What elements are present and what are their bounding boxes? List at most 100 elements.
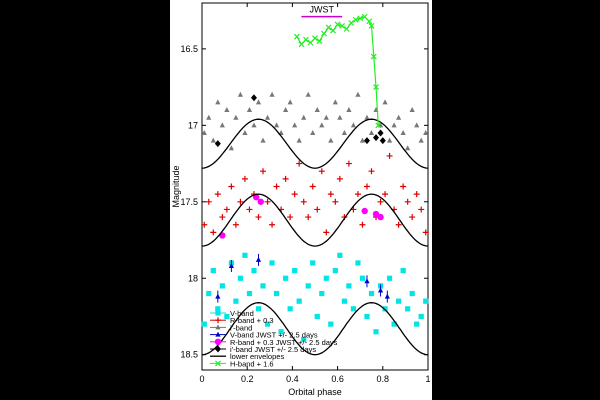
series-0-point	[332, 268, 338, 274]
series-0-point	[364, 313, 370, 320]
series-7-point	[370, 53, 377, 60]
series-7-point	[330, 27, 337, 34]
series-0-point	[278, 329, 284, 335]
x-tick-label: 1	[425, 374, 430, 384]
series-2-point	[359, 137, 366, 143]
series-2-point	[346, 107, 352, 113]
series-0-point	[269, 260, 275, 266]
series-7-point	[343, 26, 350, 32]
series-5-point	[377, 129, 384, 137]
series-0-point	[233, 298, 239, 304]
series-1-point	[269, 221, 276, 228]
series-7-point	[339, 23, 346, 29]
series-0-point	[423, 298, 429, 304]
series-0-point	[206, 290, 212, 297]
series-1-point	[255, 214, 262, 221]
legend-entry-label: V-band JWST +/- 2.5 days	[230, 331, 318, 340]
series-1-point	[422, 229, 429, 236]
series-7-point	[307, 39, 314, 46]
y-tick-label: 16.5	[180, 44, 198, 54]
series-1-point	[327, 191, 334, 198]
legend-swatch-marker	[215, 345, 221, 353]
series-0-point	[310, 260, 316, 266]
series-7-point	[357, 15, 364, 22]
series-0-point	[287, 306, 293, 312]
series-1-point	[418, 206, 425, 213]
series-2-point	[350, 122, 357, 128]
series-0-point	[201, 321, 207, 327]
series-2-point	[364, 114, 370, 120]
series-0-point	[337, 252, 343, 258]
series-1-point	[282, 175, 289, 182]
series-2-point	[305, 91, 311, 97]
series-2-point	[283, 107, 289, 113]
series-3-point	[377, 287, 384, 293]
series-7-point	[316, 38, 323, 45]
series-2-point	[215, 99, 221, 105]
series-7-point	[321, 30, 327, 37]
series-5-point	[250, 94, 257, 102]
series-7-point	[373, 84, 379, 91]
series-1-point	[273, 183, 280, 190]
series-2-point	[396, 114, 402, 120]
series-2-point	[337, 114, 343, 120]
series-0-point	[373, 329, 379, 335]
series-2-point	[332, 99, 338, 105]
series-0-point	[301, 336, 307, 343]
legend-swatch-marker	[215, 317, 221, 324]
series-2-point	[242, 129, 248, 135]
series-1-point	[377, 198, 384, 205]
x-tick-label: 0.6	[331, 374, 344, 384]
series-0-point	[296, 298, 302, 304]
series-2-point	[391, 122, 397, 128]
series-2-point	[382, 99, 388, 105]
series-2-point	[328, 137, 334, 143]
series-1-point	[264, 198, 271, 205]
series-1-point	[246, 206, 253, 213]
series-7-point	[325, 24, 332, 31]
series-2-point	[228, 145, 234, 151]
series-0-point	[283, 275, 289, 281]
legend-entry-label: R-band + 0.3	[230, 316, 274, 325]
series-2-point	[251, 122, 257, 128]
envelope-curve-2	[201, 302, 429, 356]
series-0-point	[210, 268, 216, 274]
series-0-point	[314, 313, 320, 320]
legend-swatch-marker	[215, 331, 221, 337]
series-1-point	[305, 214, 312, 221]
series-0-point	[382, 306, 388, 312]
series-3-point	[364, 278, 370, 284]
series-1-point	[214, 191, 221, 198]
series-0-point	[215, 306, 221, 312]
series-1-point	[291, 191, 298, 198]
series-1-point	[332, 198, 339, 205]
series-1-point	[300, 198, 307, 205]
series-2-point	[224, 107, 230, 113]
series-1-point	[409, 214, 416, 221]
series-2-point	[314, 107, 320, 113]
series-2-point	[206, 114, 212, 120]
legend-entry-label: i'-band JWST +/- 2.5 days	[230, 345, 316, 354]
series-0-point	[264, 321, 271, 327]
series-7-point	[334, 21, 341, 28]
series-1-point	[314, 206, 321, 213]
series-7-point	[298, 41, 305, 48]
series-5-point	[379, 137, 386, 145]
series-1-point	[386, 152, 393, 159]
series-1-point	[382, 191, 389, 198]
series-0-point	[319, 290, 325, 297]
series-2-point	[301, 114, 307, 120]
y-tick-label: 17.5	[180, 197, 198, 207]
series-7-point	[375, 122, 382, 129]
series-1-point	[404, 198, 411, 205]
series-0-point	[237, 275, 244, 281]
series-0-point	[400, 268, 406, 274]
legend-swatch-marker	[215, 324, 221, 330]
series-5-point	[214, 140, 221, 148]
series-1-point	[309, 183, 316, 190]
series-1-point	[260, 168, 267, 175]
series-2-point	[269, 91, 275, 97]
series-1-point	[205, 198, 212, 205]
envelope-curve-0	[201, 118, 429, 169]
